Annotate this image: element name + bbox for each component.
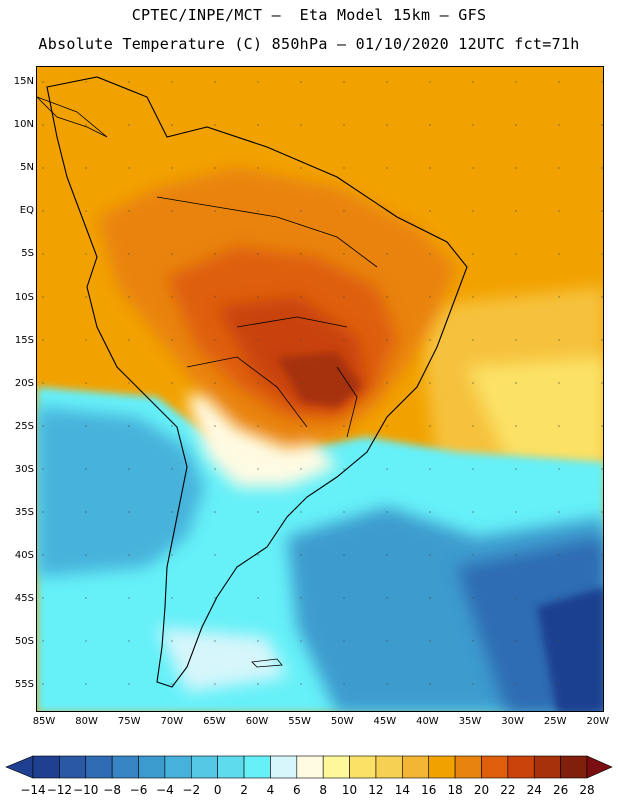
legend-swatch: [428, 755, 456, 779]
lon-label: 85W: [32, 716, 56, 727]
legend-label: 18: [447, 783, 463, 797]
lat-label: 50S: [14, 636, 34, 648]
lon-label: 75W: [117, 716, 141, 727]
legend-label: −14: [20, 783, 46, 797]
legend-label: 10: [341, 783, 358, 797]
lon-label: 20W: [586, 716, 610, 727]
lon-label: 70W: [160, 716, 184, 727]
lon-label: 25W: [543, 716, 567, 727]
legend-swatch: [454, 755, 482, 779]
lat-label: 15N: [13, 76, 34, 87]
lat-label: 25S: [14, 420, 34, 432]
lon-label: 35W: [458, 716, 482, 727]
legend-swatch: [32, 755, 60, 779]
legend-swatch: [164, 755, 192, 779]
legend-label: 14: [394, 783, 410, 797]
legend-swatch: [243, 755, 271, 779]
temperature-field: [37, 67, 603, 711]
lon-label: 50W: [330, 716, 354, 727]
lon-label: 60W: [245, 716, 269, 727]
legend-swatch: [59, 755, 87, 779]
lat-label: 10N: [13, 119, 34, 131]
country-borders: [156, 196, 378, 438]
legend-label: −8: [103, 783, 121, 797]
legend-label: 12: [368, 783, 384, 797]
legend-label: 6: [292, 783, 301, 797]
legend-label: 28: [579, 783, 595, 797]
central-america-outline: [37, 96, 108, 138]
lon-label: 55W: [288, 716, 311, 727]
legend-swatch: [533, 755, 561, 779]
legend-swatch: [349, 755, 377, 779]
lat-label: 15S: [14, 334, 34, 346]
lat-label: 5S: [21, 248, 34, 260]
temperature-map: [36, 66, 604, 712]
lat-label: 10S: [14, 291, 34, 303]
lat-label: 35S: [14, 507, 34, 518]
lon-label: 40W: [416, 716, 439, 727]
legend-label: 0: [213, 783, 222, 797]
legend-swatch: [481, 755, 509, 779]
falklands-outline: [251, 658, 283, 668]
legend-label: 20: [473, 783, 490, 797]
legend-label: 2: [240, 783, 248, 797]
legend-swatch: [507, 755, 535, 779]
lon-label: 65W: [203, 716, 226, 727]
legend-swatch: [402, 755, 430, 779]
legend-swatch: [375, 755, 403, 779]
legend-label: 24: [526, 783, 542, 797]
color-legend: [5, 755, 613, 779]
lat-label: 45S: [14, 593, 34, 605]
legend-swatch: [85, 755, 113, 779]
legend-swatch: [217, 755, 245, 779]
south-america-outline: [46, 76, 468, 688]
lon-label: 80W: [75, 716, 98, 727]
lat-label: 55S: [14, 679, 34, 691]
legend-label: −6: [129, 783, 148, 797]
lon-label: 30W: [501, 716, 524, 727]
lat-label: 20S: [14, 377, 34, 389]
legend-high-arrow: [586, 755, 613, 779]
legend-label: −10: [73, 783, 99, 797]
legend-label: 16: [421, 783, 437, 797]
legend-label: −2: [182, 783, 201, 797]
grid-dots: [37, 67, 603, 711]
legend-swatch: [296, 755, 324, 779]
legend-label: 4: [266, 783, 275, 797]
legend-label: 26: [552, 783, 569, 797]
title-line-1: CPTEC/INPE/MCT – Eta Model 15km – GFS: [131, 6, 487, 24]
lat-label: 5N: [20, 162, 34, 174]
title-line-2: Absolute Temperature (C) 850hPa – 01/10/…: [38, 35, 580, 53]
legend-swatch: [270, 755, 298, 779]
lat-label: 30S: [14, 463, 34, 475]
legend-swatch: [138, 755, 166, 779]
lat-label: 40S: [14, 550, 34, 562]
legend-swatch: [190, 755, 218, 779]
legend-swatch: [560, 755, 588, 779]
legend-label: −4: [156, 783, 174, 797]
legend-swatch: [111, 755, 139, 779]
lon-label: 45W: [373, 716, 397, 727]
legend-label: 8: [319, 783, 327, 797]
legend-label: 22: [500, 783, 516, 797]
lat-label: EQ: [19, 205, 34, 217]
legend-swatch: [322, 755, 350, 779]
legend-label: −12: [46, 783, 73, 797]
legend-low-arrow: [5, 755, 34, 779]
